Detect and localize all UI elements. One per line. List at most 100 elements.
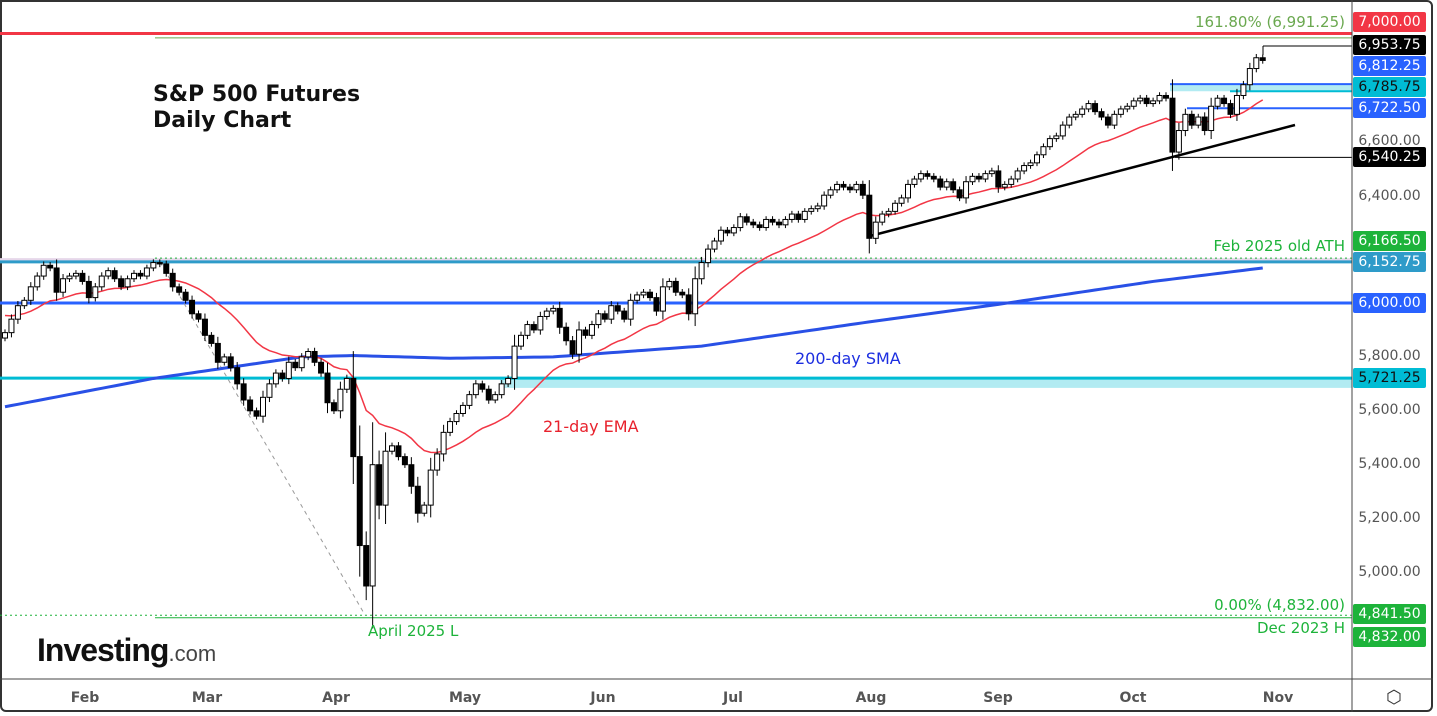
candle xyxy=(711,240,718,250)
candle xyxy=(124,278,131,288)
ema-21-line xyxy=(4,99,1264,454)
candle xyxy=(318,361,325,374)
candle xyxy=(898,197,905,204)
candle xyxy=(105,270,112,277)
candle xyxy=(518,334,524,347)
y-tick-label: 6,600.00 xyxy=(1358,133,1421,149)
x-tick-label: Mar xyxy=(191,690,223,706)
candle xyxy=(343,377,350,390)
candle xyxy=(550,307,557,312)
candle xyxy=(498,383,505,396)
candle xyxy=(1214,97,1221,107)
price-label: 6,722.50 xyxy=(1353,98,1426,118)
trendline xyxy=(869,123,1296,238)
candle xyxy=(640,291,647,296)
candle xyxy=(582,329,589,336)
x-tick-label: Aug xyxy=(855,690,887,706)
candle xyxy=(1156,94,1163,102)
candle xyxy=(634,294,641,301)
candle xyxy=(1227,103,1234,115)
candle xyxy=(1046,138,1053,148)
candle xyxy=(756,224,763,229)
settings-hexagon-icon[interactable]: ⬡ xyxy=(1386,687,1402,708)
candle xyxy=(872,221,879,239)
candle xyxy=(1059,124,1066,137)
candle xyxy=(1021,165,1028,172)
candle xyxy=(14,305,21,320)
candle xyxy=(814,205,821,210)
candle xyxy=(60,278,67,293)
candle xyxy=(1098,111,1105,118)
fib-dashed-line xyxy=(159,261,366,616)
candle xyxy=(195,313,202,320)
x-tick-label: Feb xyxy=(70,690,100,706)
candle xyxy=(943,181,950,188)
price-label: 6,152.75 xyxy=(1353,252,1426,272)
candle xyxy=(408,464,415,487)
candle xyxy=(511,345,518,379)
candle xyxy=(466,394,473,406)
candle xyxy=(595,313,602,326)
candle xyxy=(653,297,660,312)
candle xyxy=(743,216,750,223)
x-tick-label: Sep xyxy=(983,690,1013,706)
candle xyxy=(1053,135,1060,140)
candle xyxy=(1259,57,1266,61)
candle xyxy=(988,170,995,175)
candle xyxy=(389,445,395,452)
candle xyxy=(292,361,299,369)
candle xyxy=(982,173,989,180)
candle xyxy=(221,356,228,363)
candle xyxy=(1150,100,1157,105)
candle xyxy=(911,178,918,185)
candle xyxy=(85,280,92,299)
candle xyxy=(1111,113,1118,126)
y-tick-label: 5,400.00 xyxy=(1358,456,1421,472)
candle xyxy=(808,208,815,212)
candle xyxy=(576,329,583,355)
candle xyxy=(459,404,466,414)
price-label: 6,953.75 xyxy=(1353,35,1426,55)
candle xyxy=(34,275,41,288)
sma-200-line xyxy=(4,266,1263,409)
x-tick-label: Jul xyxy=(723,690,743,706)
candle xyxy=(369,464,376,587)
candle xyxy=(969,175,976,183)
candle xyxy=(537,315,544,331)
price-label: 6,812.25 xyxy=(1353,56,1426,76)
chart-title: S&P 500 Futures Daily Chart xyxy=(153,82,360,134)
dec-high-label: Dec 2023 H xyxy=(1256,619,1345,637)
candle xyxy=(492,394,499,401)
candle xyxy=(40,264,47,277)
candle xyxy=(1034,154,1040,164)
candle xyxy=(305,351,312,358)
candle xyxy=(485,388,492,401)
candle xyxy=(956,189,963,199)
candle xyxy=(853,183,860,191)
candle xyxy=(1143,97,1150,105)
candle xyxy=(1195,116,1202,126)
candle xyxy=(169,272,176,288)
candle xyxy=(905,183,911,199)
candle xyxy=(627,299,634,320)
candle xyxy=(608,305,615,320)
candle xyxy=(679,291,686,296)
candle xyxy=(143,267,150,277)
candle xyxy=(750,221,757,226)
candle xyxy=(363,545,370,587)
candle xyxy=(253,410,260,417)
candle xyxy=(453,412,460,423)
candle xyxy=(795,213,802,220)
candle xyxy=(247,399,254,412)
candle xyxy=(1246,68,1253,86)
candle xyxy=(27,286,34,301)
candle xyxy=(1117,108,1124,115)
candle xyxy=(214,342,221,363)
candle xyxy=(1014,170,1021,180)
fib-low-label: 0.00% (4,832.00) xyxy=(1214,596,1345,614)
candle xyxy=(414,485,421,514)
x-tick-label: Oct xyxy=(1119,690,1147,706)
candle xyxy=(859,183,866,196)
